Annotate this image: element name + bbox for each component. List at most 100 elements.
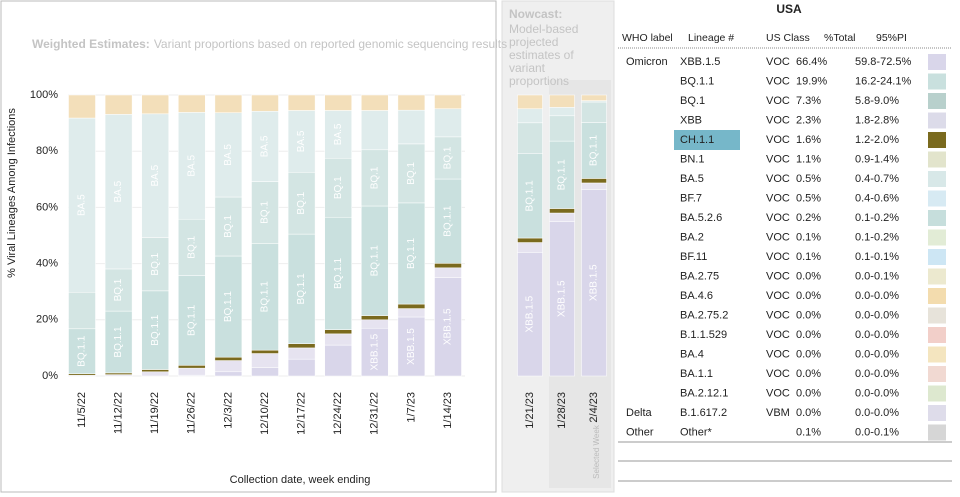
pct-total: 2.3% — [796, 114, 821, 126]
lineage[interactable]: BQ.1.1 — [680, 75, 714, 87]
swatch — [928, 151, 946, 168]
lineage[interactable]: BF.7 — [680, 192, 702, 204]
segment-label: BA.5 — [186, 155, 197, 177]
segment-label: BA.5 — [260, 135, 271, 157]
pi-range: 1.8-2.8% — [855, 114, 899, 126]
bar-segment — [287, 110, 316, 173]
pct-total: 0.1% — [796, 251, 821, 263]
swatch — [928, 249, 946, 265]
bar-segment — [397, 143, 426, 204]
bar-segment — [397, 308, 426, 318]
us-class: VOC — [766, 368, 790, 380]
pi-range: 0.4-0.6% — [855, 192, 899, 204]
bar-segment — [434, 94, 462, 110]
bar-segment — [68, 328, 96, 375]
bar-segment — [361, 94, 389, 111]
chart-subtitle: Model-based projected estimates of variant p… — [509, 22, 578, 88]
lineage[interactable]: BN.1 — [680, 153, 704, 165]
y-tick-label: 80% — [36, 145, 58, 157]
bar-segment — [141, 369, 169, 373]
lineage[interactable]: BA.1.1 — [680, 368, 713, 380]
lineage[interactable]: CH.1.1 — [680, 134, 714, 146]
lineage[interactable]: BA.4.6 — [680, 290, 713, 302]
lineage[interactable]: BA.2.75 — [680, 270, 719, 282]
pi-range: 0.1-0.2% — [855, 212, 899, 224]
pct-total: 7.3% — [796, 95, 821, 107]
bar-segment — [397, 316, 426, 377]
lineage[interactable]: XBB.1.5 — [680, 56, 720, 68]
lineage[interactable]: BA.2.75.2 — [680, 309, 728, 321]
bar-segment — [324, 94, 352, 111]
bar-segment — [397, 94, 426, 111]
pi-range: 1.2-2.0% — [855, 134, 899, 146]
bar-segment — [434, 108, 462, 138]
segment-label: BQ.1.1 — [77, 335, 88, 367]
swatch — [928, 132, 946, 148]
bar-segment — [141, 113, 169, 238]
table-header: US Class — [766, 32, 810, 44]
bar-segment — [361, 110, 389, 151]
swatch — [928, 210, 946, 226]
lineage[interactable]: Other* — [680, 426, 713, 438]
segment-label: BA.5 — [333, 123, 344, 145]
us-class: VBM — [766, 407, 790, 419]
bar-segment — [251, 243, 279, 351]
us-class: VOC — [766, 114, 790, 126]
us-class: VOC — [766, 212, 790, 224]
x-tick-label: 2/4/23 — [588, 392, 600, 423]
y-tick-label: 60% — [36, 201, 58, 213]
segment-label: BQ.1 — [406, 162, 417, 185]
pct-total: 0.0% — [796, 270, 821, 282]
segment-label: BQ.1.1 — [406, 237, 417, 269]
lineage[interactable]: BA.2 — [680, 231, 704, 243]
bar-segment — [251, 367, 279, 377]
lineage[interactable]: BF.11 — [680, 251, 707, 263]
segment-label: BA.5 — [296, 130, 307, 152]
x-tick-label: 1/14/23 — [442, 392, 454, 429]
segment-label: BQ.1.1 — [113, 326, 124, 358]
bar-segment — [549, 140, 575, 209]
lineage[interactable]: B.1.1.529 — [680, 329, 727, 341]
lineage[interactable]: BA.2.12.1 — [680, 387, 728, 399]
segment-label: BQ.1 — [296, 191, 307, 214]
us-class: VOC — [766, 75, 790, 87]
bar-segment — [361, 319, 389, 329]
pi-range: 0.0-0.0% — [855, 329, 899, 341]
bar-segment — [68, 94, 96, 119]
bar-segment — [287, 233, 316, 344]
y-tick-label: 100% — [30, 89, 58, 101]
lineage[interactable]: B.1.617.2 — [680, 407, 727, 419]
segment-label: BQ.1.1 — [333, 257, 344, 289]
swatch — [928, 54, 946, 70]
selected-cell — [674, 130, 740, 150]
lineage[interactable]: BA.4 — [680, 348, 704, 360]
pi-range: 0.9-1.4% — [855, 153, 899, 165]
segment-label: BQ.1.1 — [150, 314, 161, 346]
segment-label: BQ.1.1 — [186, 304, 197, 336]
x-tick-label: 12/31/22 — [369, 392, 381, 435]
us-class: VOC — [766, 329, 790, 341]
bar-segment — [287, 358, 316, 377]
segment-label: BQ.1 — [260, 201, 271, 224]
subtitle-line: Model-based — [509, 22, 578, 36]
pct-total: 0.0% — [796, 329, 821, 341]
pi-range: 0.0-0.1% — [855, 270, 899, 282]
lineage[interactable]: BA.5 — [680, 173, 704, 185]
bar-segment — [549, 94, 575, 108]
who-label: Delta — [626, 407, 653, 419]
lineage[interactable]: BA.5.2.6 — [680, 212, 722, 224]
pct-total: 0.0% — [796, 290, 821, 302]
bar-segment — [549, 208, 575, 214]
segment-label: BQ.1.1 — [525, 180, 536, 212]
swatch — [928, 268, 946, 285]
who-label: Omicron — [626, 56, 668, 68]
subtitle-line: estimates of — [509, 48, 574, 62]
bar-segment — [104, 114, 133, 270]
table-header: WHO label — [622, 32, 673, 44]
segment-label: XBB.1.5 — [589, 264, 600, 301]
segment-label: BQ.1.1 — [369, 245, 380, 277]
lineage[interactable]: XBB — [680, 114, 702, 126]
segment-label: BQ.1.1 — [260, 281, 271, 313]
lineage[interactable]: BQ.1 — [680, 95, 705, 107]
